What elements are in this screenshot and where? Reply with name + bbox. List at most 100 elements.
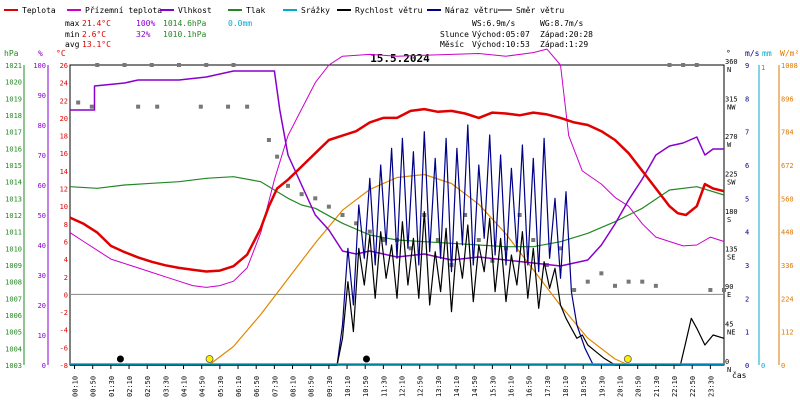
ms-tick-label: 3 xyxy=(745,262,749,270)
wind-dir-point xyxy=(694,63,699,67)
legend-label-8: Směr větru xyxy=(516,6,564,15)
deg-unit-label: ° xyxy=(726,49,731,58)
x-tick-label: 11:30 xyxy=(380,376,388,397)
x-tick-label: 16:10 xyxy=(508,376,516,397)
c-tick-label: 4 xyxy=(64,256,68,264)
c-tick-label: 10 xyxy=(60,203,68,211)
x-tick-label: 08:10 xyxy=(290,376,298,397)
ms-tick-label: 7 xyxy=(745,129,749,137)
x-tick-label: 09:30 xyxy=(326,376,334,397)
wind-dir-point xyxy=(408,246,413,251)
wind-dir-point xyxy=(136,104,141,109)
legend: Teplota Přízemní teplota Vlhkost Tlak Srážky… xyxy=(4,6,564,15)
wm2-tick-label: 784 xyxy=(781,129,794,137)
x-tick-label: 12:10 xyxy=(399,376,407,397)
info-slunce: Slunce xyxy=(440,30,469,39)
stat-max-label: max xyxy=(65,19,80,28)
wind-dir-point xyxy=(613,283,617,288)
wind-dir-point xyxy=(204,63,209,67)
pct-tick-label: 0 xyxy=(42,362,46,370)
dir-tick-deg: 225 xyxy=(725,171,738,179)
x-tick-label: 02:10 xyxy=(126,376,134,397)
ms-tick-label: 6 xyxy=(745,162,749,170)
stat-min-hum: 32% xyxy=(136,30,151,39)
wind-dir-point xyxy=(367,229,372,234)
stat-max-press: 1014.6hPa xyxy=(163,19,207,28)
dir-tick-deg: 315 xyxy=(725,96,738,104)
legend-label-6: Rychlost větru xyxy=(355,6,423,15)
wm2-tick-label: 336 xyxy=(781,262,794,270)
hpa-tick-label: 1019 xyxy=(5,95,22,103)
dir-tick-compass: N xyxy=(727,366,731,374)
dir-tick-deg: 360 xyxy=(725,58,738,66)
pct-tick-label: 60 xyxy=(38,182,46,190)
ms-tick-label: 9 xyxy=(745,62,749,70)
wind-dir-point xyxy=(708,288,713,292)
c-tick-label: -6 xyxy=(60,344,68,352)
wm2-tick-label: 1008 xyxy=(781,62,798,70)
wind-dir-point xyxy=(681,63,686,67)
sun-rise-marker xyxy=(205,355,214,363)
wind-dir-point xyxy=(313,196,318,201)
wind-dir-point xyxy=(463,213,468,217)
x-tick-label: 06:50 xyxy=(253,376,261,397)
wind-dir-point xyxy=(76,100,81,105)
c-tick-label: 12 xyxy=(60,186,68,194)
pct-unit-label: % xyxy=(38,49,43,58)
hpa-tick-label: 1015 xyxy=(5,162,22,170)
mm-tick-label: 0 xyxy=(761,362,765,370)
wm2-tick-label: 0 xyxy=(781,362,785,370)
c-tick-label: 6 xyxy=(64,238,68,246)
wind-dir-point xyxy=(122,63,127,67)
pct-tick-label: 20 xyxy=(38,302,46,310)
x-tick-label: 10:50 xyxy=(362,376,370,397)
wm2-tick-label: 112 xyxy=(781,329,794,337)
hpa-tick-label: 1008 xyxy=(5,279,22,287)
x-tick-label: 19:30 xyxy=(598,376,606,397)
dir-tick-compass: SE xyxy=(727,254,735,262)
wind-dir-point xyxy=(198,104,203,109)
info-slunce-vychod: Východ:05:07 xyxy=(472,30,530,39)
c-tick-label: 22 xyxy=(60,97,68,105)
stat-max-rain: 0.0mm xyxy=(228,19,252,28)
x-tick-label: 05:30 xyxy=(217,376,225,397)
axes: 00:10 00:50 01:30 02:10 02:50 03:30 04:10 04:50… xyxy=(5,58,798,397)
wind-dir-point xyxy=(476,238,481,242)
wind-dir-point xyxy=(149,63,154,67)
dir-tick-deg: 90 xyxy=(725,283,733,291)
stat-min-temp: 2.6°C xyxy=(82,30,106,39)
legend-label-5: Srážky xyxy=(301,6,330,15)
hpa-tick-label: 1006 xyxy=(5,312,22,320)
x-tick-label: 18:50 xyxy=(580,376,588,397)
stat-max-hum: 100% xyxy=(136,19,155,28)
wind-dir-point xyxy=(326,204,331,209)
hpa-tick-label: 1020 xyxy=(5,79,22,87)
wind-dir-point xyxy=(667,63,672,67)
info-mesic: Měsíc xyxy=(440,40,464,49)
x-tick-label: 12:50 xyxy=(417,376,425,397)
wm2-unit-label: W/m² xyxy=(780,49,799,58)
wind-dir-point xyxy=(626,279,631,284)
pct-tick-label: 70 xyxy=(38,152,46,160)
wind-dir-point xyxy=(517,213,522,217)
wind-dir-point xyxy=(286,183,290,188)
x-tick-label: 04:50 xyxy=(199,376,207,397)
stat-avg-label: avg xyxy=(65,40,80,49)
c-tick-label: 8 xyxy=(64,221,68,229)
stats-block: max 21.4°C 100% 1014.6hPa 0.0mm min 2.6°… xyxy=(65,19,252,49)
pct-tick-label: 30 xyxy=(38,272,46,280)
wind-dir-point xyxy=(245,104,250,109)
dir-tick-compass: N xyxy=(727,66,731,74)
wind-dir-point xyxy=(435,238,440,242)
wind-dir-point xyxy=(599,271,604,276)
c-unit-label: °C xyxy=(56,49,66,58)
dir-tick-compass: S xyxy=(727,216,731,224)
hpa-tick-label: 1017 xyxy=(5,129,22,137)
pct-tick-label: 40 xyxy=(38,242,46,250)
gust-line xyxy=(70,124,724,366)
c-tick-label: 20 xyxy=(60,115,68,123)
hpa-tick-label: 1009 xyxy=(5,262,22,270)
x-tick-label: 06:10 xyxy=(235,376,243,397)
